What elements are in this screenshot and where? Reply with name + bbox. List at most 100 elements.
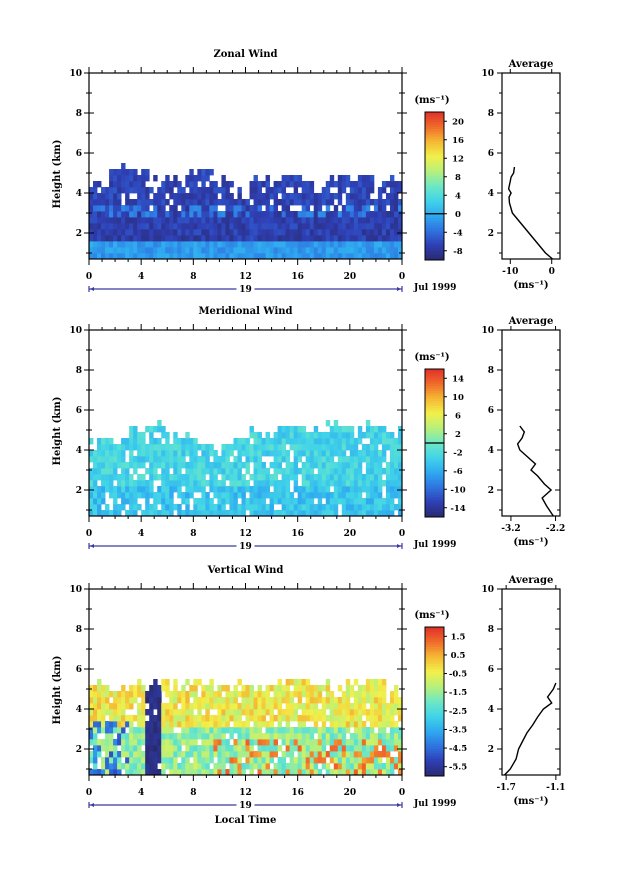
heatmap-cell [169, 727, 174, 734]
heatmap-cell [213, 253, 218, 260]
heatmap-cell [181, 199, 186, 206]
heatmap-cell [301, 426, 307, 433]
heatmap-cell [273, 444, 278, 451]
heatmap-cell [241, 504, 246, 511]
heatmap-cell [321, 709, 327, 716]
heatmap-cell [385, 235, 391, 242]
heatmap-cell [213, 492, 218, 499]
heatmap-cell [337, 763, 343, 770]
heatmap-cell [221, 685, 226, 692]
heatmap-cell [157, 721, 162, 728]
heatmap-cell [261, 715, 266, 722]
heatmap-cell [357, 510, 363, 517]
heatmap-cell [289, 444, 295, 451]
heatmap-cell [361, 253, 367, 260]
heatmap-cell [217, 769, 222, 776]
heatmap-cell [193, 444, 198, 451]
heatmap-cell [393, 685, 399, 692]
heatmap-cell [285, 763, 291, 770]
heatmap-cell [301, 703, 307, 710]
x-axis-label: Local Time [215, 815, 277, 826]
heatmap-cell [121, 498, 126, 505]
heatmap-cell [345, 763, 351, 770]
heatmap-cell [233, 480, 238, 487]
heatmap-cell [265, 432, 270, 439]
heatmap-cell [101, 727, 106, 734]
heatmap-cell [113, 223, 118, 230]
heatmap-cell [245, 480, 250, 487]
heatmap-cell [393, 703, 399, 710]
heatmap-cell [289, 193, 295, 200]
heatmap-cell [369, 733, 375, 740]
heatmap-cell [185, 486, 190, 493]
heatmap-cell [381, 199, 387, 206]
heatmap-cell [189, 217, 194, 224]
profile-frame [501, 588, 561, 776]
heatmap-cell [277, 181, 283, 188]
heatmap-cell [109, 229, 114, 236]
heatmap-cell [177, 709, 182, 716]
profile-x-tick-label: -10 [502, 267, 518, 277]
heatmap-cell [265, 253, 270, 260]
heatmap-cell [141, 685, 146, 692]
date-label: 19 [239, 285, 252, 295]
heatmap-cell [361, 510, 367, 517]
heatmap-cell [345, 757, 351, 764]
heatmap-cell [309, 685, 315, 692]
heatmap-cell [305, 241, 311, 248]
heatmap-cell [169, 241, 174, 248]
heatmap-cell [165, 480, 170, 487]
heatmap-cell [397, 235, 403, 242]
y-tick-label: 10 [69, 585, 82, 595]
heatmap-cell [349, 492, 355, 499]
heatmap-cell [289, 432, 295, 439]
heatmap-cell [245, 727, 250, 734]
heatmap-cell [89, 721, 94, 728]
heatmap-cell [341, 211, 347, 218]
heatmap-cell [113, 739, 118, 746]
heatmap-cell [133, 462, 138, 469]
heatmap-cell [397, 438, 403, 445]
heatmap-cell [365, 444, 371, 451]
heatmap-cell [125, 444, 130, 451]
heatmap-cell [249, 763, 254, 770]
heatmap-cell [141, 450, 146, 457]
heatmap-cell [393, 739, 399, 746]
heatmap-cell [129, 769, 134, 776]
heatmap-cell [397, 703, 403, 710]
heatmap-cell [369, 217, 375, 224]
heatmap-cell [89, 456, 94, 463]
heatmap-cell [201, 450, 206, 457]
heatmap-cell [109, 223, 114, 230]
heatmap-cell [133, 492, 138, 499]
heatmap-cell [321, 685, 327, 692]
heatmap-cell [373, 498, 379, 505]
heatmap-cell [105, 241, 110, 248]
heatmap-cell [129, 751, 134, 758]
heatmap-cell [305, 679, 311, 686]
heatmap-cell [241, 739, 246, 746]
heatmap-cell [293, 709, 299, 716]
heatmap-cell [277, 456, 283, 463]
colorbar-tick-label: -6 [453, 467, 463, 477]
heatmap-cell [225, 450, 230, 457]
heatmap-cell [321, 715, 327, 722]
colorbar-band [425, 452, 444, 456]
heatmap-cell [389, 181, 395, 188]
heatmap-cell [317, 727, 323, 734]
heatmap-cell [353, 450, 359, 457]
heatmap-cell [209, 727, 214, 734]
heatmap-cell [345, 229, 351, 236]
heatmap-cell [209, 751, 214, 758]
heatmap-cell [193, 211, 198, 218]
heatmap-cell [381, 438, 387, 445]
heatmap-cell [345, 480, 351, 487]
heatmap-cell [301, 432, 307, 439]
heatmap-cell [301, 510, 307, 517]
heatmap-cell [321, 733, 327, 740]
heatmap-cell [389, 241, 395, 248]
heatmap-cell [305, 432, 311, 439]
heatmap-cell [361, 697, 367, 704]
heatmap-cell [245, 691, 250, 698]
heatmap-cell [357, 715, 363, 722]
